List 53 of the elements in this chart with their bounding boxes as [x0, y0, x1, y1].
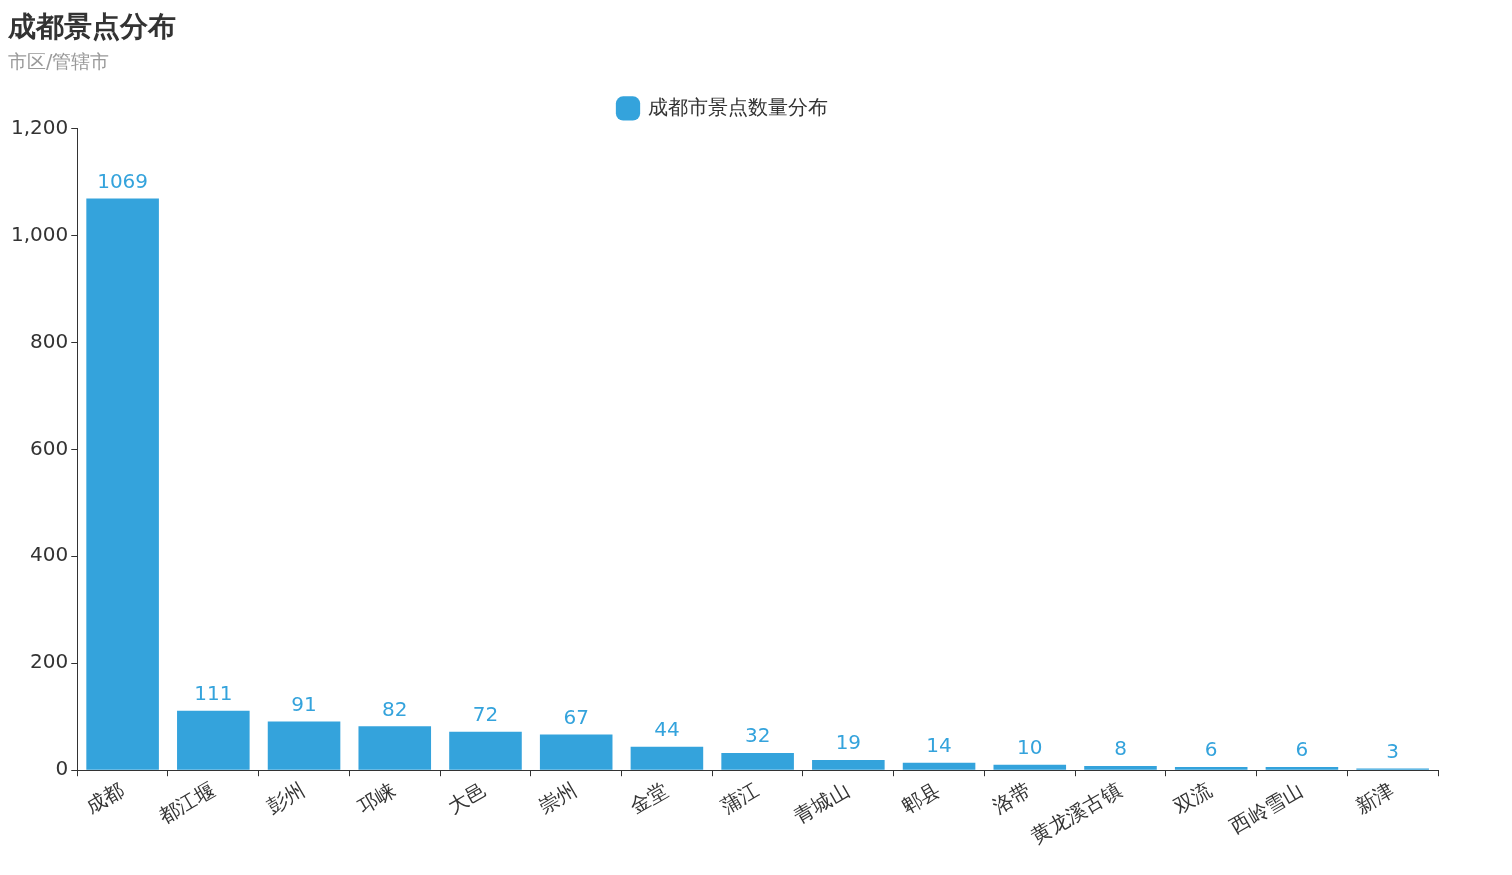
x-tick-label: 成都 — [81, 777, 128, 819]
bar — [267, 721, 341, 770]
bar — [449, 731, 522, 770]
bar — [1084, 765, 1157, 770]
bar — [358, 726, 432, 770]
data-label: 44 — [654, 716, 680, 741]
x-tick-label: 西岭雪山 — [1225, 777, 1308, 839]
data-label: 111 — [194, 681, 233, 706]
x-tick-label: 蒲江 — [716, 777, 763, 819]
x-tick-label: 洛带 — [988, 777, 1035, 819]
x-tick-label: 新津 — [1351, 777, 1398, 819]
x-tick-label: 郫县 — [897, 777, 945, 819]
data-label: 19 — [835, 730, 862, 755]
data-label: 6 — [1295, 737, 1309, 762]
y-tick-label: 200 — [30, 649, 69, 674]
y-tick-label: 600 — [30, 435, 69, 460]
bar — [1174, 767, 1248, 770]
data-label: 10 — [1017, 735, 1043, 760]
legend-label: 成都市景点数量分布 — [648, 94, 828, 119]
bar — [177, 710, 250, 770]
chart-title: 成都景点分布 — [7, 10, 176, 44]
data-label: 1069 — [97, 168, 149, 193]
bar — [1265, 767, 1339, 770]
bar — [812, 760, 885, 770]
y-tick-label: 1,000 — [10, 221, 69, 246]
y-tick-label: 1,200 — [10, 114, 69, 139]
x-tick-label: 双流 — [1169, 777, 1217, 819]
x-tick-label: 邛崃 — [353, 777, 400, 819]
data-label: 82 — [382, 696, 408, 721]
bar — [993, 764, 1067, 770]
x-tick-label: 崇州 — [534, 777, 582, 819]
data-label: 67 — [563, 704, 589, 729]
y-tick-label: 0 — [55, 756, 69, 781]
y-tick-label: 400 — [30, 542, 69, 567]
data-label: 91 — [291, 691, 317, 716]
data-label: 8 — [1114, 736, 1127, 761]
data-label: 3 — [1386, 738, 1400, 763]
x-tick-label: 金堂 — [625, 777, 673, 819]
x-tick-label: 彭州 — [262, 777, 310, 819]
data-label: 14 — [926, 732, 952, 757]
x-tick-label: 都江堰 — [154, 777, 219, 829]
bar — [86, 198, 159, 770]
bar — [539, 734, 613, 770]
data-label: 6 — [1204, 737, 1218, 762]
bar — [902, 762, 976, 770]
data-label: 32 — [744, 723, 771, 748]
x-tick-label: 大邑 — [443, 777, 491, 819]
chart-subtitle: 市区/管辖市 — [8, 49, 110, 72]
data-label: 72 — [472, 701, 499, 726]
y-tick-label: 800 — [30, 328, 69, 353]
x-tick-label: 青城山 — [789, 777, 854, 829]
bar — [630, 746, 704, 770]
bar — [721, 753, 794, 770]
